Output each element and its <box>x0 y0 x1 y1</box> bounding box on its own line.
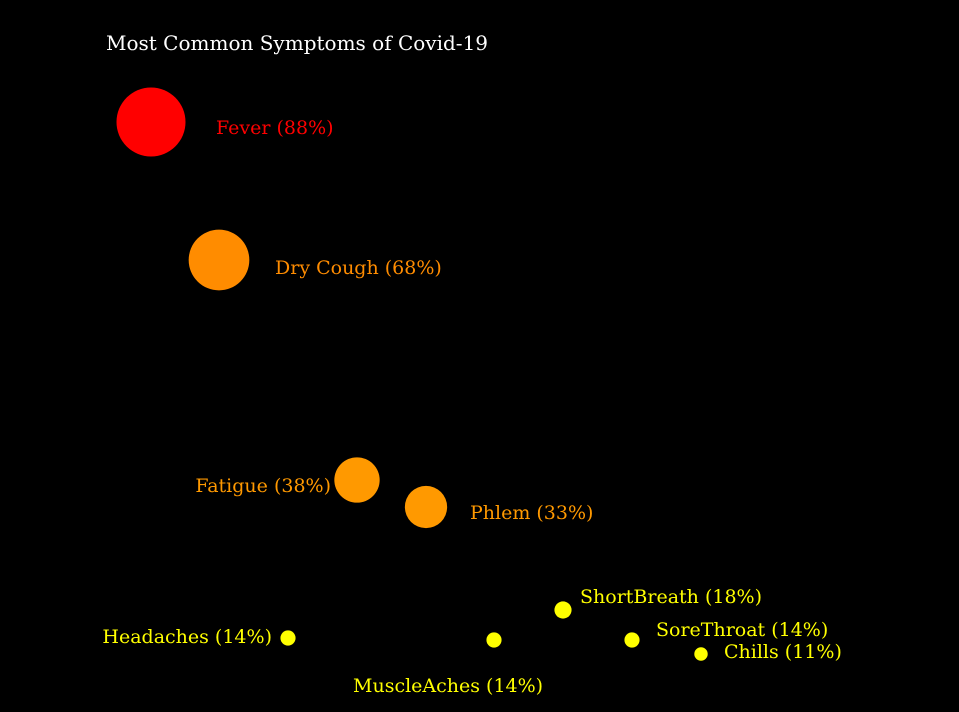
bubble-headaches <box>280 630 296 646</box>
label-sorethroat: SoreThroat (14%) <box>656 619 828 641</box>
label-phlem: Phlem (33%) <box>470 502 593 524</box>
bubble-chills <box>694 647 708 661</box>
label-fever: Fever (88%) <box>216 117 334 139</box>
bubble-phlem <box>404 485 448 529</box>
label-shortbreath: ShortBreath (18%) <box>580 586 762 608</box>
label-fatigue: Fatigue (38%) <box>195 475 331 497</box>
label-headaches: Headaches (14%) <box>102 626 272 648</box>
chart-title: Most Common Symptoms of Covid-19 <box>106 31 489 55</box>
bubble-sorethroat <box>624 632 640 648</box>
label-chills: Chills (11%) <box>724 641 842 663</box>
bubble-shortbreath <box>554 601 572 619</box>
bubble-fever <box>116 87 186 157</box>
bubble-muscleaches <box>486 632 502 648</box>
label-muscleaches: MuscleAches (14%) <box>353 675 543 697</box>
bubble-fatigue <box>334 457 380 503</box>
label-dry-cough: Dry Cough (68%) <box>275 257 442 279</box>
bubble-dry-cough <box>188 229 250 291</box>
